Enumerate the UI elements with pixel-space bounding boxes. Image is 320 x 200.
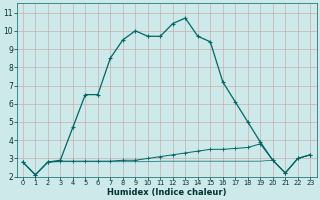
X-axis label: Humidex (Indice chaleur): Humidex (Indice chaleur) [107, 188, 226, 197]
